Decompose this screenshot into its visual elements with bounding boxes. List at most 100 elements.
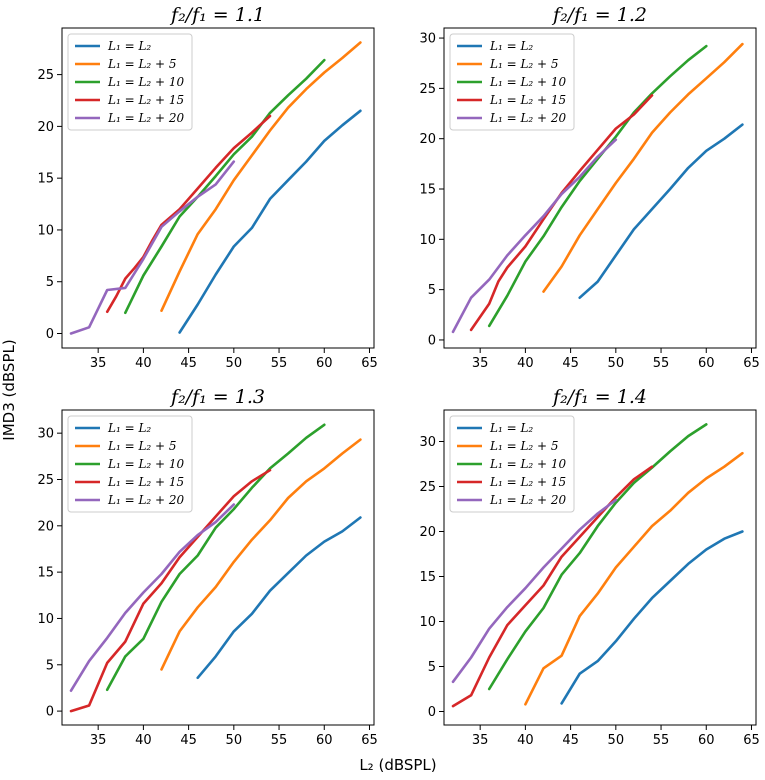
series-line-1	[196, 516, 362, 680]
x-tick-label: 35	[90, 356, 107, 371]
x-tick-label: 40	[135, 356, 152, 371]
x-tick-label: 45	[562, 356, 579, 371]
subplot-4: f₂/f₁ = 1.4 35 40 45 50 55 60 65 0 5 10 15 20 25 30 L₁ …	[419, 386, 759, 748]
x-tick-label: 35	[472, 733, 489, 748]
x-tick-label: 55	[271, 733, 288, 748]
x-tick-label: 50	[226, 733, 243, 748]
subplot-1: f₂/f₁ = 1.1 35 40 45 50 55 60 65 0 5 10 15 20 25 L₁ = …	[37, 4, 377, 371]
y-tick-label: 0	[428, 333, 436, 348]
y-tick-label: 10	[419, 615, 436, 630]
y-tick-label: 25	[37, 473, 54, 488]
legend-label: L₁ = L₂ + 20	[107, 493, 185, 507]
legend-label: L₁ = L₂ + 10	[489, 457, 567, 471]
legend-label: L₁ = L₂	[489, 421, 533, 435]
axes-frame	[61, 27, 375, 349]
series-line-1	[578, 123, 744, 300]
x-tick-label: 40	[517, 356, 534, 371]
legend-box	[67, 415, 193, 513]
x-tick-label: 60	[316, 733, 333, 748]
legend-label: L₁ = L₂ + 20	[489, 493, 567, 507]
y-tick-label: 0	[46, 327, 54, 342]
y-tick-label: 25	[419, 82, 436, 97]
series-line-4	[105, 114, 272, 314]
x-tick-label: 65	[743, 733, 760, 748]
series-line-2	[542, 42, 744, 293]
x-tick-label: 65	[743, 356, 760, 371]
legend-label: L₁ = L₂	[489, 39, 533, 53]
y-tick-label: 10	[37, 223, 54, 238]
subplot-title: f₂/f₁ = 1.1	[169, 4, 265, 26]
legend-label: L₁ = L₂ + 5	[489, 57, 559, 71]
legend: L₁ = L₂ L₁ = L₂ + 5 L₁ = L₂ + 10 L₁ = L₂ + …	[67, 415, 193, 513]
x-tick-label: 40	[517, 733, 534, 748]
legend-label: L₁ = L₂ + 20	[489, 111, 567, 125]
y-tick-label: 15	[37, 566, 54, 581]
x-tick-label: 65	[361, 356, 378, 371]
legend-box	[67, 33, 193, 131]
series-line-3	[124, 58, 326, 315]
series-line-2	[160, 438, 362, 671]
legend-label: L₁ = L₂ + 15	[489, 93, 566, 107]
subplot-2: f₂/f₁ = 1.2 35 40 45 50 55 60 65 0 5 10 15 20 25 30 L₁ …	[419, 4, 759, 371]
legend: L₁ = L₂ L₁ = L₂ + 5 L₁ = L₂ + 10 L₁ = L₂ + …	[67, 33, 193, 131]
y-tick-label: 5	[428, 660, 436, 675]
legend-label: L₁ = L₂ + 15	[107, 475, 184, 489]
x-tick-label: 50	[226, 356, 243, 371]
x-tick-label: 35	[90, 733, 107, 748]
subplot-title: f₂/f₁ = 1.2	[551, 4, 647, 26]
series-line-5	[451, 498, 618, 684]
series-line-5	[69, 160, 236, 335]
y-tick-label: 30	[37, 427, 54, 442]
y-tick-label: 0	[46, 705, 54, 720]
y-tick-label: 5	[46, 275, 54, 290]
x-tick-label: 60	[698, 356, 715, 371]
x-axis-label: L₂ (dBSPL)	[359, 756, 436, 774]
legend-label: L₁ = L₂	[107, 39, 151, 53]
legend-label: L₁ = L₂	[107, 421, 151, 435]
series-line-3	[487, 423, 708, 691]
y-tick-label: 20	[419, 525, 436, 540]
series-line-5	[451, 138, 618, 334]
series-line-3	[487, 44, 708, 328]
series-line-1	[178, 109, 362, 334]
y-tick-label: 10	[419, 233, 436, 248]
x-tick-label: 45	[180, 356, 197, 371]
series-line-4	[69, 468, 272, 713]
y-tick-label: 10	[37, 612, 54, 627]
series-line-2	[524, 451, 744, 706]
legend-label: L₁ = L₂ + 10	[107, 75, 185, 89]
axes-frame	[443, 409, 757, 726]
x-tick-label: 35	[472, 356, 489, 371]
x-tick-label: 45	[180, 733, 197, 748]
x-tick-label: 50	[608, 356, 625, 371]
x-tick-label: 40	[135, 733, 152, 748]
x-tick-label: 45	[562, 733, 579, 748]
legend-label: L₁ = L₂ + 15	[107, 93, 184, 107]
subplot-title: f₂/f₁ = 1.4	[551, 386, 647, 408]
y-tick-label: 30	[419, 435, 436, 450]
series-line-5	[69, 503, 236, 693]
x-tick-label: 60	[698, 733, 715, 748]
y-tick-label: 25	[37, 68, 54, 83]
y-tick-label: 25	[419, 480, 436, 495]
legend: L₁ = L₂ L₁ = L₂ + 5 L₁ = L₂ + 10 L₁ = L₂ + …	[449, 415, 575, 513]
legend-label: L₁ = L₂ + 15	[489, 475, 566, 489]
subplot-title: f₂/f₁ = 1.3	[169, 386, 265, 408]
x-tick-label: 55	[653, 733, 670, 748]
y-tick-label: 5	[428, 283, 436, 298]
y-tick-label: 20	[37, 519, 54, 534]
x-tick-label: 55	[271, 356, 288, 371]
subplot-3: f₂/f₁ = 1.3 35 40 45 50 55 60 65 0 5 10 15 20 25 30 L₁ …	[37, 386, 377, 748]
legend-label: L₁ = L₂ + 5	[107, 57, 177, 71]
series-line-4	[451, 465, 654, 708]
y-tick-label: 15	[419, 570, 436, 585]
y-tick-label: 0	[428, 705, 436, 720]
x-tick-label: 50	[608, 733, 625, 748]
axes-frame	[443, 27, 757, 349]
axes-frame	[61, 409, 375, 726]
legend-label: L₁ = L₂ + 5	[489, 439, 559, 453]
y-tick-label: 5	[46, 658, 54, 673]
legend: L₁ = L₂ L₁ = L₂ + 5 L₁ = L₂ + 10 L₁ = L₂ + …	[449, 33, 575, 131]
legend-label: L₁ = L₂ + 10	[107, 457, 185, 471]
